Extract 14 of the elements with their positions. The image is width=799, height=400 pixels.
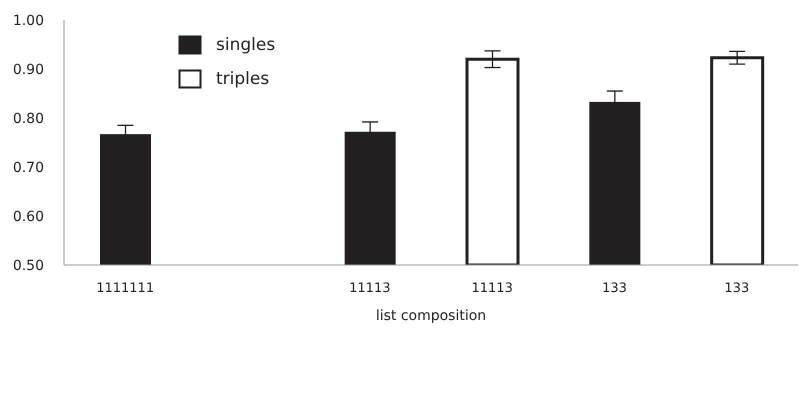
legend-label: triples — [216, 69, 270, 89]
y-tick-label: 0.80 — [12, 110, 44, 127]
x-tick-label: 11113 — [471, 281, 513, 296]
y-tick-label: 1.00 — [12, 12, 44, 29]
legend-label: singles — [216, 35, 276, 55]
x-tick-label: 133 — [602, 281, 627, 296]
x-axis-title: list composition — [376, 308, 486, 324]
y-tick-label: 0.90 — [12, 62, 44, 78]
y-tick-label: 0.50 — [12, 258, 44, 274]
y-tick-label: 0.60 — [12, 208, 44, 225]
x-tick-label: 11113 — [349, 281, 391, 296]
y-tick-label: 0.70 — [12, 160, 44, 176]
x-tick-label: 133 — [724, 281, 750, 296]
x-tick-label: 1111111 — [96, 281, 154, 296]
